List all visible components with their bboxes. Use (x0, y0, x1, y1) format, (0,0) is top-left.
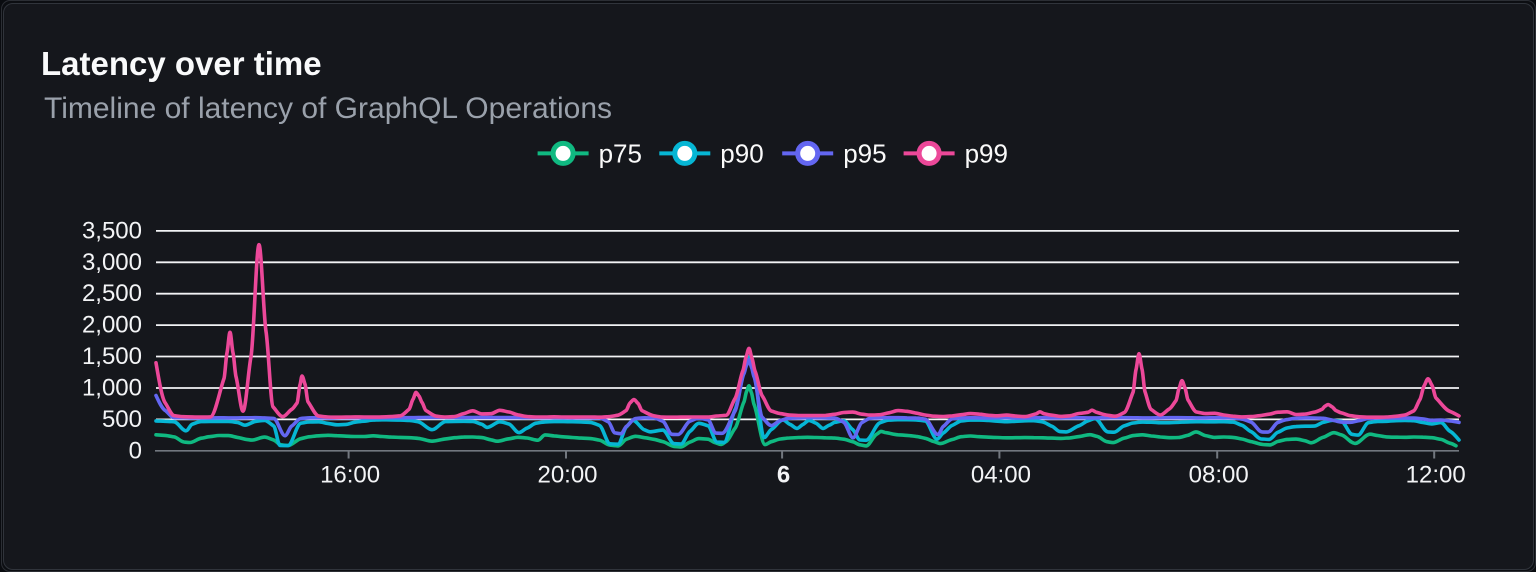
svg-text:500: 500 (102, 406, 142, 433)
svg-text:12:00: 12:00 (1406, 462, 1466, 489)
svg-text:2,500: 2,500 (82, 280, 142, 307)
svg-text:1,500: 1,500 (82, 343, 142, 370)
svg-text:p75: p75 (599, 138, 642, 168)
svg-text:p99: p99 (965, 138, 1008, 168)
svg-text:p90: p90 (720, 138, 763, 168)
svg-text:3,500: 3,500 (82, 217, 142, 244)
svg-text:2,000: 2,000 (82, 312, 142, 339)
svg-text:3,000: 3,000 (82, 249, 142, 276)
svg-text:20:00: 20:00 (537, 462, 597, 489)
svg-text:08:00: 08:00 (1189, 462, 1249, 489)
svg-text:6: 6 (777, 462, 790, 489)
svg-text:1,000: 1,000 (82, 375, 142, 402)
svg-text:16:00: 16:00 (320, 462, 380, 489)
svg-text:p95: p95 (843, 138, 886, 168)
svg-text:04:00: 04:00 (971, 462, 1031, 489)
svg-text:0: 0 (129, 437, 142, 464)
